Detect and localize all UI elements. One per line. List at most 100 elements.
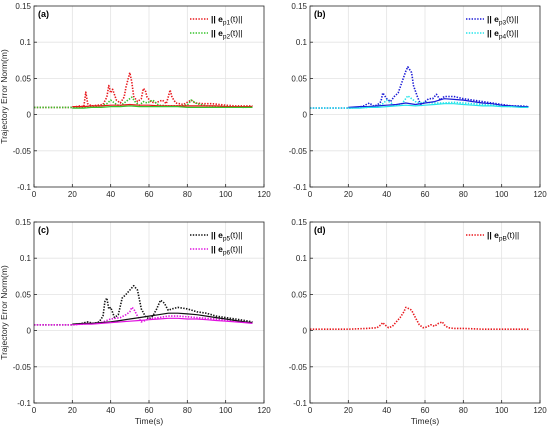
y-tick-label: 0.1	[296, 38, 308, 47]
legend-entry: || ep6(t)||	[211, 244, 243, 257]
y-tick-label: 0	[303, 327, 308, 336]
legend-entry-subscript: p3	[499, 20, 507, 27]
legend-entry-main: || e	[487, 230, 499, 240]
y-tick-label: 0.15	[291, 2, 307, 11]
y-tick-label: 0.1	[20, 254, 32, 263]
legend-entry: || ep2(t)||	[211, 28, 243, 41]
x-tick-label: 40	[382, 190, 391, 199]
x-tick-label: 0	[308, 406, 313, 415]
legend-entry-tail: (t)||	[507, 230, 519, 240]
x-tick-label: 0	[32, 190, 37, 199]
y-tick-label: -0.1	[293, 183, 307, 192]
panel-label: (d)	[314, 225, 326, 235]
series-line	[34, 306, 253, 326]
y-tick-label: 0.15	[15, 2, 31, 11]
y-tick-label: -0.05	[13, 363, 32, 372]
y-tick-label: -0.1	[17, 399, 31, 408]
legend-entry: || epB(t)||	[487, 230, 519, 243]
y-tick-label: 0.1	[20, 38, 32, 47]
x-tick-label: 60	[421, 406, 430, 415]
x-tick-label: 80	[459, 190, 468, 199]
panel-label: (b)	[314, 9, 326, 19]
legend-entry-tail: (t)||	[506, 28, 518, 38]
legend: || epB(t)||	[466, 230, 519, 243]
x-tick-label: 120	[257, 406, 271, 415]
y-tick-label: 0.1	[296, 254, 308, 263]
chart-panel: 0 20 40 60 80 100 120 -0.1 -0.05 0 0.05 0.1 0.15 (c) T…	[0, 218, 271, 426]
x-tick-label: 60	[145, 190, 154, 199]
y-axis-label: Trajectory Error Norm(m)	[0, 49, 9, 144]
x-tick-label: 40	[382, 406, 391, 415]
x-tick-label: 80	[183, 190, 192, 199]
x-tick-label: 80	[459, 406, 468, 415]
x-tick-label: 20	[344, 190, 353, 199]
x-tick-label: 20	[68, 406, 77, 415]
legend-entry-main: || e	[211, 244, 223, 254]
panel-label: (a)	[38, 9, 49, 19]
y-tick-label: 0.05	[15, 290, 31, 299]
y-tick-label: -0.05	[13, 147, 32, 156]
series-line	[348, 103, 529, 109]
legend-entry-subscript: p6	[223, 250, 231, 257]
legend-entry-subscript: p1	[223, 20, 231, 27]
legend: || ep1(t)|||| ep2(t)||	[190, 14, 243, 41]
y-tick-label: 0	[27, 327, 32, 336]
legend-entry: || ep5(t)||	[211, 230, 243, 243]
x-tick-label: 100	[495, 406, 509, 415]
legend-entry-tail: (t)||	[230, 14, 242, 24]
series-line	[310, 306, 529, 331]
x-tick-label: 40	[106, 406, 115, 415]
legend-entry-tail: (t)||	[230, 28, 242, 38]
panel-label: (c)	[38, 225, 49, 235]
y-tick-label: 0	[303, 111, 308, 120]
legend-entry-subscript: p5	[223, 236, 231, 243]
series-line	[72, 103, 253, 108]
x-tick-label: 100	[495, 190, 509, 199]
x-axis-label: Time(s)	[135, 416, 164, 426]
x-tick-label: 120	[257, 190, 271, 199]
legend-entry-main: || e	[211, 14, 223, 24]
series-line	[348, 98, 529, 108]
legend-entry-subscript: p2	[223, 34, 231, 41]
series-line	[72, 105, 253, 109]
series-line	[72, 317, 253, 326]
x-tick-label: 0	[32, 406, 37, 415]
series-line	[34, 71, 253, 109]
x-tick-label: 60	[421, 190, 430, 199]
legend-entry-tail: (t)||	[506, 14, 518, 24]
x-tick-label: 60	[145, 406, 154, 415]
series-line	[310, 66, 529, 109]
legend-entry-subscript: pB	[499, 236, 507, 243]
legend-entry: || ep3(t)||	[487, 14, 519, 27]
chart-panel: 0 20 40 60 80 100 120 -0.1 -0.05 0 0.05 0.1 0.15 (b) |…	[289, 2, 547, 199]
x-tick-label: 100	[219, 190, 233, 199]
legend-entry-main: || e	[211, 28, 223, 38]
legend-entry-tail: (t)||	[230, 244, 242, 254]
legend-entry-main: || e	[487, 14, 499, 24]
legend-entry-main: || e	[487, 28, 499, 38]
y-tick-label: 0.05	[291, 290, 307, 299]
x-tick-label: 100	[219, 406, 233, 415]
legend: || ep5(t)|||| ep6(t)||	[190, 230, 243, 257]
y-tick-label: -0.1	[17, 183, 31, 192]
y-tick-label: 0.05	[15, 74, 31, 83]
series-line	[72, 312, 253, 325]
y-tick-label: -0.05	[289, 147, 308, 156]
legend-entry-subscript: p4	[499, 34, 507, 41]
y-tick-label: 0.15	[291, 218, 307, 227]
x-tick-label: 20	[344, 406, 353, 415]
chart-panel: 0 20 40 60 80 100 120 -0.1 -0.05 0 0.05 0.1 0.15 (d) T…	[289, 218, 547, 426]
x-tick-label: 120	[533, 406, 547, 415]
y-tick-label: 0.05	[291, 74, 307, 83]
legend: || ep3(t)|||| ep4(t)||	[466, 14, 519, 41]
y-tick-label: -0.1	[293, 399, 307, 408]
legend-entry-tail: (t)||	[230, 230, 242, 240]
x-tick-label: 120	[533, 190, 547, 199]
y-tick-label: 0	[27, 111, 32, 120]
y-axis-label: Trajectory Error Norm(m)	[0, 265, 9, 360]
x-tick-label: 20	[68, 190, 77, 199]
chart-panel: 0 20 40 60 80 100 120 -0.1 -0.05 0 0.05 0.1 0.15 (a) T…	[0, 2, 271, 199]
legend-entry: || ep4(t)||	[487, 28, 519, 41]
x-tick-label: 0	[308, 190, 313, 199]
